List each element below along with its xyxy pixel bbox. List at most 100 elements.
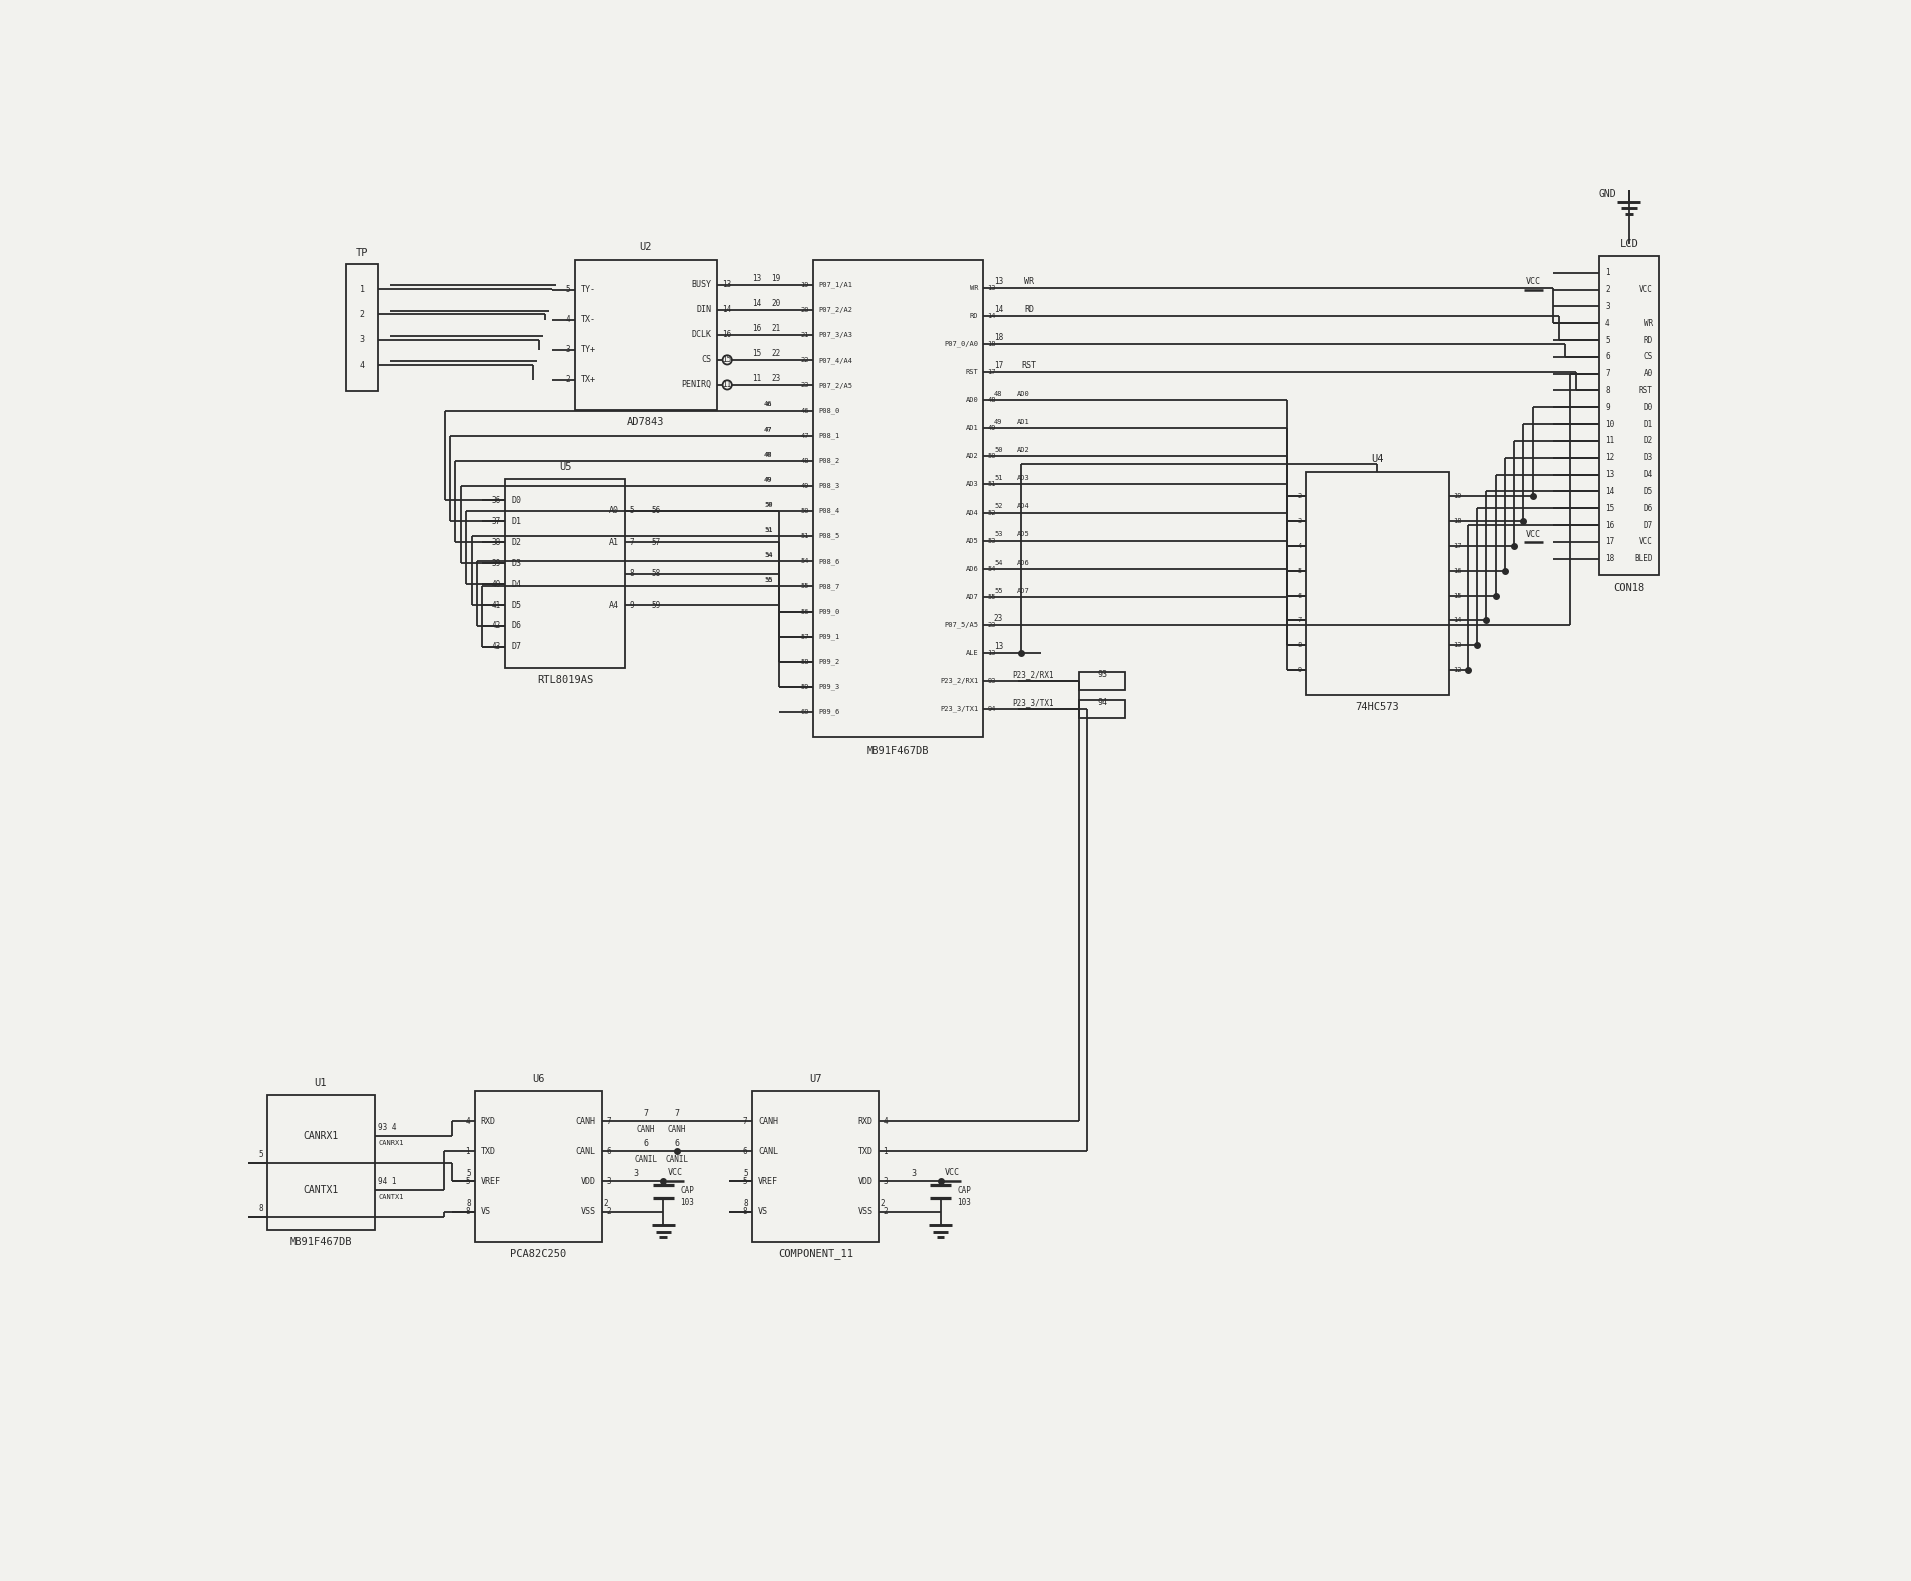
Bar (474, 1091, 602, 1241)
Text: 21: 21 (801, 332, 808, 338)
Text: P07_0/A0: P07_0/A0 (944, 341, 978, 348)
Text: 40: 40 (491, 580, 501, 588)
Text: D5: D5 (512, 601, 522, 610)
Text: 93: 93 (1097, 670, 1106, 680)
Text: 50: 50 (764, 503, 772, 508)
Bar (268, 1096, 375, 1230)
Text: 15: 15 (1454, 593, 1462, 599)
Text: 7: 7 (675, 1110, 678, 1118)
Text: 8: 8 (1605, 386, 1609, 395)
Text: 18: 18 (994, 334, 1003, 343)
Text: RST: RST (1640, 386, 1653, 395)
Text: A0: A0 (1643, 370, 1653, 378)
Text: 58: 58 (652, 569, 661, 579)
Text: VCC: VCC (1640, 285, 1653, 294)
Text: 13: 13 (988, 650, 996, 656)
Text: VDD: VDD (581, 1176, 596, 1186)
Text: 4: 4 (1605, 319, 1609, 327)
Text: 3: 3 (1605, 302, 1609, 311)
Text: 43: 43 (491, 642, 501, 651)
Text: AD3: AD3 (1017, 476, 1030, 481)
Text: 9: 9 (1298, 667, 1301, 674)
Text: D1: D1 (1643, 419, 1653, 428)
Text: 2: 2 (604, 1200, 608, 1208)
Text: 49: 49 (801, 482, 808, 489)
Text: P23_3/TX1: P23_3/TX1 (940, 705, 978, 713)
Bar (1600, 256, 1659, 575)
Text: TXD: TXD (482, 1146, 495, 1156)
Text: 5: 5 (466, 1170, 470, 1178)
Text: P07_3/A3: P07_3/A3 (818, 332, 852, 338)
Bar (814, 259, 982, 737)
Text: 14: 14 (994, 305, 1003, 315)
Text: 4: 4 (466, 1116, 470, 1126)
Text: 8: 8 (743, 1206, 747, 1216)
Text: P08_5: P08_5 (818, 533, 839, 539)
Text: 2: 2 (566, 375, 569, 384)
Text: 4: 4 (883, 1116, 889, 1126)
Text: 23: 23 (772, 375, 780, 383)
Text: 1: 1 (359, 285, 365, 294)
Text: D5: D5 (1643, 487, 1653, 496)
Text: 93: 93 (988, 678, 996, 685)
Text: PENIRQ: PENIRQ (680, 381, 711, 389)
Text: 59: 59 (801, 685, 808, 689)
Text: 54: 54 (994, 560, 1003, 566)
Text: CS: CS (701, 356, 711, 364)
Text: CANRX1: CANRX1 (304, 1130, 338, 1140)
Text: 74HC573: 74HC573 (1355, 702, 1399, 711)
Text: 49: 49 (764, 477, 772, 482)
Text: 20: 20 (801, 307, 808, 313)
Text: CANTX1: CANTX1 (304, 1184, 338, 1195)
Text: 13: 13 (994, 642, 1003, 651)
Text: 94 1: 94 1 (378, 1178, 397, 1186)
Text: 14: 14 (988, 313, 996, 319)
Text: 103: 103 (680, 1198, 694, 1206)
Text: TP: TP (355, 248, 369, 258)
Text: 23: 23 (801, 383, 808, 389)
Bar (505, 479, 625, 667)
Text: VCC: VCC (667, 1168, 682, 1176)
Text: CANL: CANL (575, 1146, 596, 1156)
Text: 53: 53 (988, 538, 996, 544)
Text: 51: 51 (994, 476, 1003, 481)
Text: CANIL: CANIL (665, 1154, 688, 1164)
Text: 22: 22 (772, 349, 780, 359)
Text: A1: A1 (608, 538, 619, 547)
Text: P08_6: P08_6 (818, 558, 839, 564)
Text: CANRX1: CANRX1 (378, 1140, 403, 1146)
Text: 42: 42 (491, 621, 501, 631)
Text: 46: 46 (764, 402, 772, 406)
Text: 54: 54 (764, 553, 772, 558)
Text: 58: 58 (801, 659, 808, 666)
Text: P08_2: P08_2 (818, 457, 839, 465)
Text: 57: 57 (801, 634, 808, 640)
Text: 5: 5 (466, 1176, 470, 1186)
Text: AD5: AD5 (1017, 531, 1030, 538)
Text: A0: A0 (608, 506, 619, 515)
Text: 8: 8 (258, 1205, 264, 1213)
Text: D6: D6 (512, 621, 522, 631)
Text: TY+: TY+ (581, 345, 596, 354)
Text: 15: 15 (751, 349, 761, 359)
Text: D3: D3 (512, 558, 522, 568)
Text: CANTX1: CANTX1 (378, 1194, 403, 1200)
Text: 8: 8 (466, 1206, 470, 1216)
Text: AD6: AD6 (1017, 560, 1030, 566)
Text: 6: 6 (606, 1146, 612, 1156)
Text: 7: 7 (644, 1110, 648, 1118)
Text: 19: 19 (1454, 493, 1462, 500)
Text: AD7: AD7 (965, 594, 978, 599)
Text: 7: 7 (606, 1116, 612, 1126)
Text: 53: 53 (994, 531, 1003, 538)
Text: 49: 49 (764, 477, 772, 482)
Text: AD4: AD4 (965, 509, 978, 515)
Text: 16: 16 (1454, 568, 1462, 574)
Text: 1: 1 (466, 1146, 470, 1156)
Text: ALE: ALE (965, 650, 978, 656)
Text: P08_7: P08_7 (818, 583, 839, 590)
Text: RD: RD (1024, 305, 1034, 315)
Text: 11: 11 (722, 381, 732, 389)
Text: RST: RST (1022, 362, 1036, 370)
Text: 94: 94 (1097, 699, 1106, 707)
